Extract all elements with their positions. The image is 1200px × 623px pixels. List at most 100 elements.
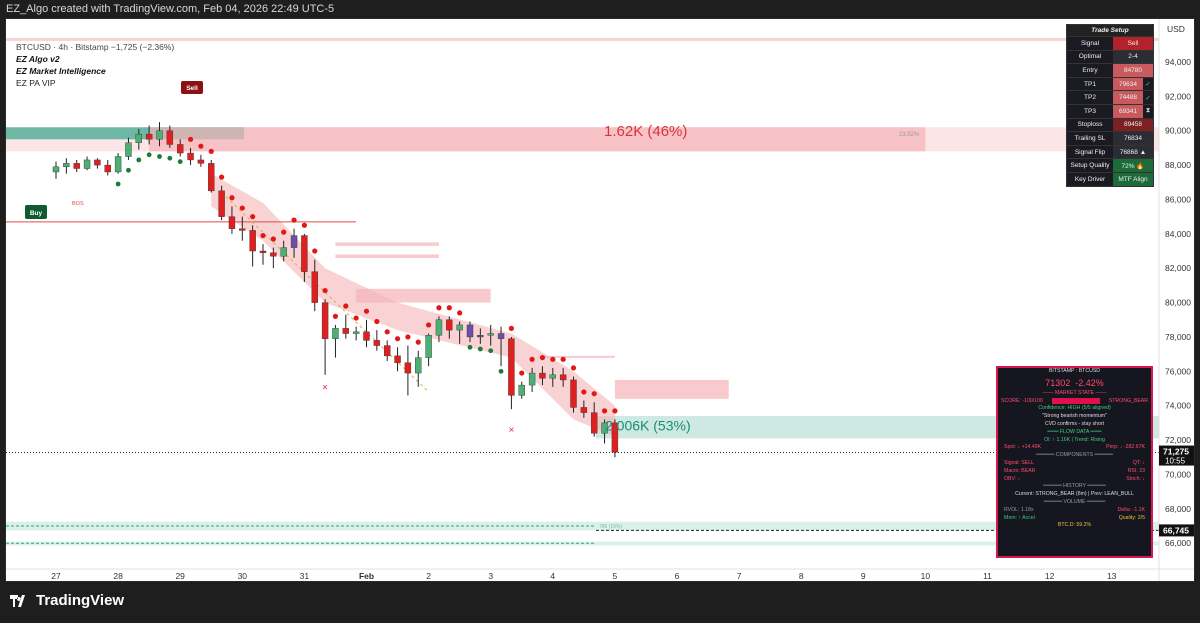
trail-dot-red <box>198 143 204 149</box>
trail-dot-red <box>301 222 307 228</box>
symbol-line: BTCUSD · 4h · Bitstamp −1,725 (−2.36%) <box>16 42 175 52</box>
candle-body <box>373 340 381 346</box>
intel-score-bar <box>1051 398 1100 405</box>
candle-body <box>508 338 515 396</box>
intel-cvd: CVD confirms - stay short <box>1044 420 1105 427</box>
setup-status-icon: ✓ <box>1145 94 1151 102</box>
intel-score-label: SCORE: -100/100 <box>1001 397 1043 404</box>
intel-obv: OBV: ↓ <box>1004 475 1021 482</box>
intel-change: -2.42% <box>1075 377 1104 388</box>
setup-key: TP1 <box>1084 80 1096 88</box>
trail-dot-red <box>332 313 339 319</box>
setup-value: MTF Align <box>1113 172 1153 186</box>
candle-body <box>135 133 143 143</box>
resistance-block <box>335 242 439 246</box>
intel-stoch: Stoch: ↓ <box>1126 475 1145 482</box>
time-tick-label: Feb <box>359 571 374 581</box>
trail-dot-red <box>519 370 525 376</box>
time-tick-label: 13 <box>1107 571 1117 581</box>
setup-row-tp2: TP2 74488 ✓ <box>1067 90 1153 104</box>
indicator-ez-algo[interactable]: EZ Algo v2 <box>16 54 60 64</box>
time-tick-label: 12 <box>1045 571 1055 581</box>
intel-signal: Signal: SELL <box>1004 459 1034 466</box>
candle-body <box>301 235 308 272</box>
resistance-block <box>335 254 439 258</box>
trail-dot-red <box>560 356 566 362</box>
candle-body <box>187 152 194 161</box>
trail-dot-red <box>374 318 380 325</box>
zone1-label: 1.62K (46%) <box>604 123 687 140</box>
tradingview-logo[interactable]: TradingView <box>10 592 124 609</box>
time-tick-label: 8 <box>799 571 804 581</box>
trail-dot-red <box>426 322 432 328</box>
time-tick-label: 6 <box>675 571 680 581</box>
intel-momentum: "Strong bearish momentum" <box>1042 413 1107 420</box>
time-tick-label: 28 <box>113 571 123 581</box>
trail-dot-green <box>115 181 121 187</box>
price-tick-label: 76,000 <box>1165 366 1191 376</box>
current-price-label: 71,275 <box>1163 447 1189 457</box>
time-tick-label: 3 <box>488 571 493 581</box>
candle-body <box>559 374 567 381</box>
zone2-label: 2.006K (53%) <box>605 418 691 434</box>
setup-row-stoploss: Stoploss 89458 <box>1067 117 1153 132</box>
trail-dot-red <box>591 391 597 397</box>
price-tick-label: 84,000 <box>1165 229 1191 239</box>
trail-dot-green <box>157 154 162 159</box>
time-tick-label: 7 <box>737 571 742 581</box>
intel-score-state: STRONG_BEAR <box>1108 397 1148 404</box>
trail-dot-red <box>394 336 401 342</box>
candle-body <box>94 159 101 166</box>
setup-value: 79634 <box>1113 77 1143 91</box>
candle-body <box>404 362 412 374</box>
cross-marker: × <box>508 425 514 436</box>
candle-body <box>197 159 205 164</box>
target-price-label: 66,745 <box>1163 525 1189 535</box>
candle-body <box>611 422 619 453</box>
intel-macro: Macro: BEAR <box>1004 467 1036 474</box>
indicator-ez-market-intelligence[interactable]: EZ Market Intelligence <box>16 66 106 76</box>
candle-body <box>570 379 577 408</box>
setup-key: Trailing SL <box>1074 134 1106 142</box>
candle-body <box>384 345 391 357</box>
setup-value: 84780 <box>1113 64 1153 77</box>
intel-confidence: Confidence: HIGH (5/5 aligned) <box>1038 405 1111 412</box>
indicator-ez-pa-vip[interactable]: EZ PA VIP <box>16 78 56 88</box>
candle-body <box>446 319 453 331</box>
intel-rsi: RSI: 23 <box>1127 467 1145 474</box>
trail-dot-red <box>229 195 235 201</box>
intel-price: 71302 <box>1045 377 1071 388</box>
candle-body <box>239 228 246 231</box>
market-intelligence-panel: BITSTAMP : BTCUSD 71302 -2.42% ─── MARKE… <box>996 366 1153 558</box>
candle-body <box>518 384 525 396</box>
resistance-block <box>542 355 615 358</box>
setup-status-icon: ✓ <box>1145 81 1151 89</box>
setup-row-signal-flip: Signal Flip 76868 ▲ <box>1067 144 1153 159</box>
trail-dot-red <box>436 305 442 311</box>
price-tick-label: 90,000 <box>1165 126 1191 136</box>
price-axis-bg <box>1159 19 1194 581</box>
trail-dot-red <box>219 174 225 180</box>
candle-body <box>176 144 184 154</box>
intel-price-line: 71302 -2.42% <box>998 376 1151 390</box>
time-tick-label: 11 <box>983 571 992 581</box>
setup-key: TP3 <box>1084 107 1096 115</box>
candle-body <box>539 372 546 379</box>
trail-dot-green <box>467 344 473 350</box>
bearish-cloud <box>211 173 615 437</box>
price-tick-label: 86,000 <box>1165 194 1191 204</box>
setup-row-entry: Entry 84780 <box>1067 63 1153 77</box>
price-tick-label: 68,000 <box>1165 504 1191 514</box>
candle-body <box>332 328 339 339</box>
resistance-block <box>356 288 491 303</box>
candle-body <box>415 357 422 374</box>
trail-dot-red <box>550 356 556 362</box>
trail-dot-red <box>405 334 411 340</box>
candle-body <box>125 142 132 157</box>
candle-body <box>497 333 505 339</box>
setup-value: 89458 <box>1113 118 1153 132</box>
chart-legend: BTCUSD · 4h · Bitstamp −1,725 (−2.36%) E… <box>16 41 174 89</box>
setup-value: 76834 <box>1113 132 1153 145</box>
trail-dot-green <box>126 167 131 173</box>
intel-spot: Spot: ↓ +14.49K <box>1004 444 1042 451</box>
